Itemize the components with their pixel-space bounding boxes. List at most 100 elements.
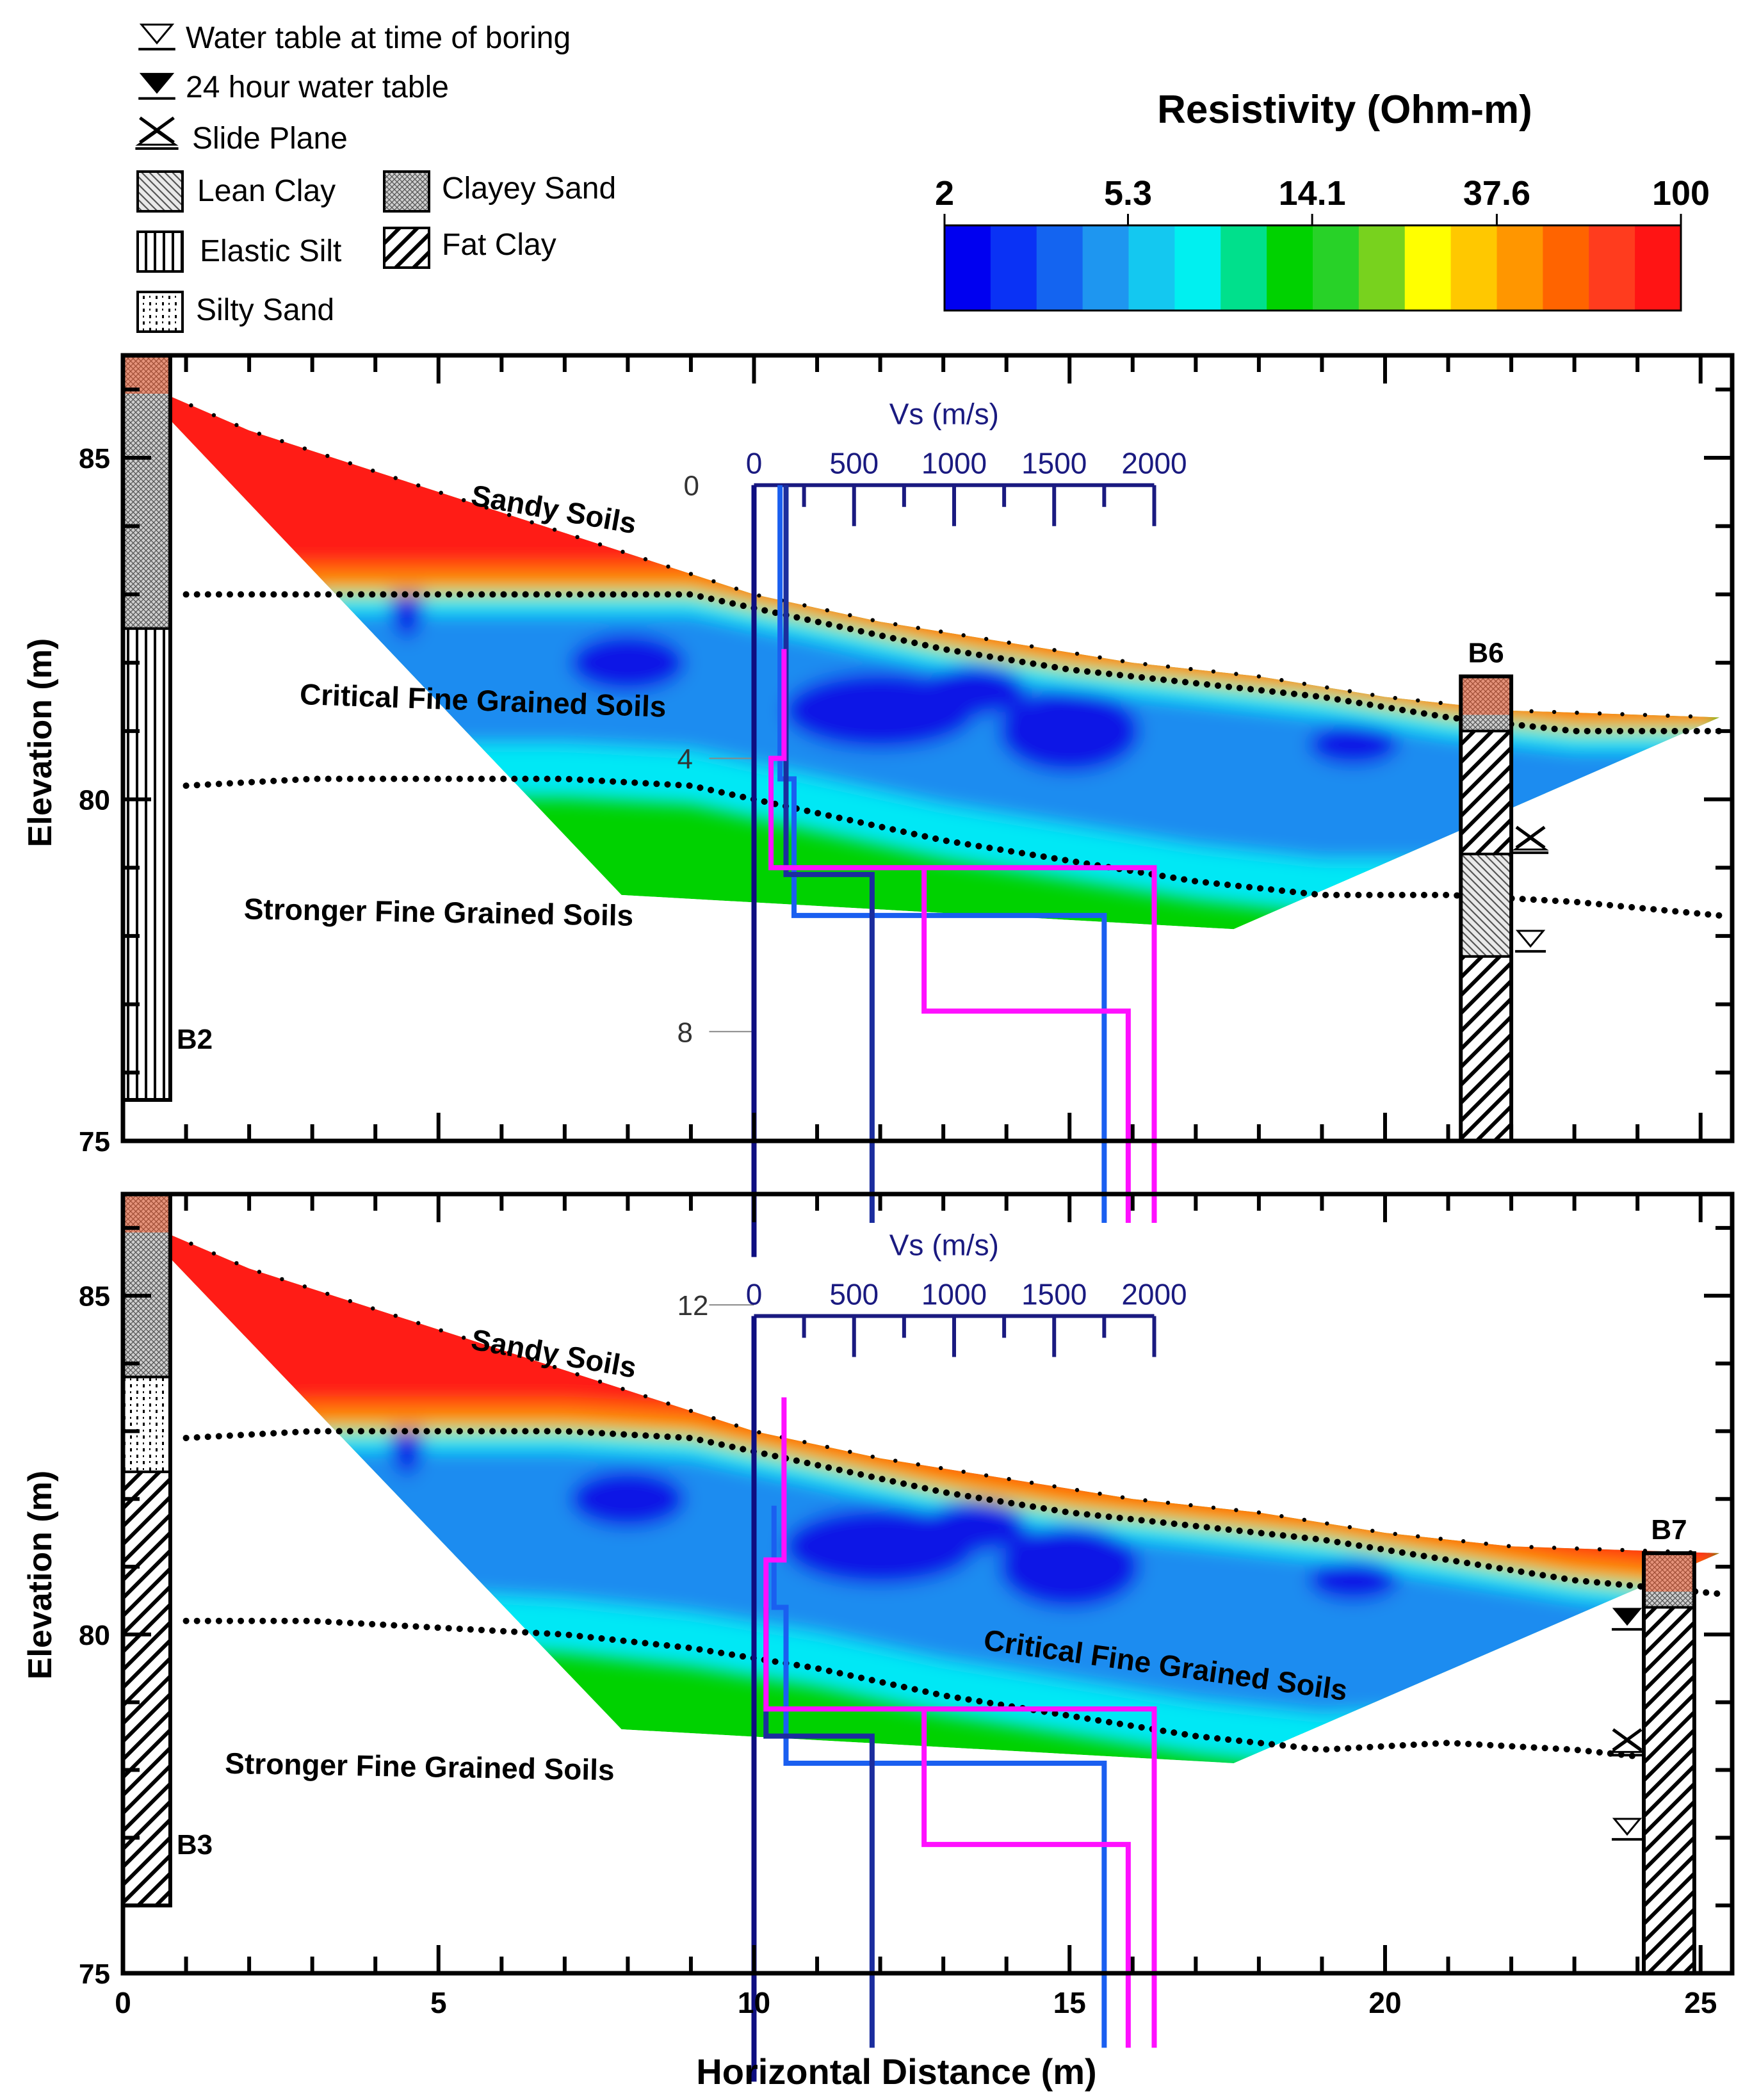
electrode: [1120, 1495, 1125, 1499]
boundary-upper: [182, 1428, 1723, 1597]
low-resistivity-lens: [999, 689, 1140, 773]
electrode: [507, 1350, 512, 1355]
x-tick-label: 15: [1053, 1986, 1086, 2019]
vs-profile: Vs (m/s) 0 500 1000 1500 2000 0 4 8 12: [677, 398, 1187, 1321]
electrode: [620, 1387, 625, 1391]
low-resistivity-lens: [923, 664, 1026, 716]
y-axis-label-bottom: Elevation (m): [22, 1471, 59, 1680]
electrode: [1211, 1505, 1216, 1510]
electrode: [802, 1440, 807, 1444]
electrode: [1007, 1476, 1011, 1482]
electrode: [1393, 695, 1397, 700]
vs-tick-label: 2000: [1121, 447, 1187, 480]
plot-frame: [120, 353, 1735, 1143]
x-tick-label: 5: [430, 1986, 447, 2019]
boring-label: B6: [1468, 637, 1504, 668]
boring-marker-wt-open: [1515, 930, 1546, 953]
electrode: [302, 446, 307, 451]
legend: Water table at time of boring 24 hour wat…: [135, 21, 616, 333]
water-table-24h-symbol: [138, 72, 175, 100]
depth-tick-label: 0: [683, 471, 699, 502]
vs-tick-label: 1500: [1021, 447, 1087, 480]
legend-label-silty-sand: Silty Sand: [196, 293, 334, 327]
electrode: [1256, 674, 1261, 679]
plot-frame: [120, 1191, 1735, 1976]
electrode: [1143, 662, 1148, 666]
legend-label-fat-clay: Fat Clay: [442, 228, 556, 262]
legend-item-lean-clay: Lean Clay: [136, 170, 336, 213]
colorbar-swatch: [1221, 225, 1267, 311]
electrode: [416, 1321, 421, 1325]
boring-layer-lean-clay: [1459, 852, 1513, 958]
electrode: [961, 1469, 966, 1474]
electrode: [1256, 1510, 1261, 1515]
electrode: [1575, 710, 1579, 715]
electrode: [1347, 689, 1352, 693]
electrode: [643, 557, 648, 561]
electrode: [575, 535, 580, 540]
electrode: [1098, 655, 1102, 660]
electrode: [1529, 1545, 1534, 1549]
vs-series-line: [777, 485, 1107, 1224]
electrode: [1302, 681, 1307, 686]
electrode: [597, 542, 603, 547]
electrode: [1302, 1517, 1307, 1522]
colorbar-swatch: [990, 225, 1037, 311]
electrode: [938, 1466, 943, 1471]
electrode: [325, 453, 330, 458]
vs-tick-label: 1000: [921, 447, 987, 480]
electrode: [1052, 1484, 1057, 1489]
electrode: [1211, 669, 1216, 674]
electrode: [280, 1277, 284, 1282]
electrode: [825, 1444, 830, 1450]
colorbar-swatch: [1036, 225, 1083, 311]
colorbar-swatches: [943, 224, 1682, 312]
legend-label-clayey-sand: Clayey Sand: [442, 172, 616, 206]
electrode: [1438, 700, 1443, 706]
electrode: [552, 528, 557, 532]
electrode: [1279, 1514, 1284, 1519]
legend-label-elastic-silt: Elastic Silt: [200, 234, 341, 268]
colorbar-swatch: [1358, 225, 1406, 311]
colorbar-tick-label: 100: [1652, 174, 1710, 213]
electrode: [1597, 711, 1602, 716]
boundary-lower: [182, 775, 1723, 919]
low-resistivity-lens: [570, 634, 686, 692]
electrode: [1552, 1546, 1557, 1550]
legend-item-silty-sand: Silty Sand: [136, 291, 334, 333]
zone-label: Stronger Fine Grained Soils: [243, 892, 633, 932]
colorbar-swatch: [1174, 225, 1221, 311]
electrode: [666, 564, 670, 569]
electrode: [280, 439, 284, 444]
electrode: [916, 626, 920, 630]
lean-clay-swatch: [136, 170, 184, 213]
colorbar-swatch: [1313, 225, 1359, 311]
electrode: [1642, 713, 1648, 717]
electrode: [530, 1357, 534, 1362]
electrode: [325, 1291, 330, 1296]
electrode: [1120, 659, 1125, 663]
electrode: [870, 1454, 875, 1459]
boring-marker-slide: [1609, 1728, 1646, 1757]
band-blue: [186, 613, 1720, 880]
electrode: [257, 1270, 262, 1274]
vs-axis-title: Vs (m/s): [889, 1228, 999, 1261]
depth-tick-label: 12: [677, 1290, 708, 1321]
electrode: [1688, 714, 1693, 719]
low-resistivity-lens: [1308, 724, 1399, 766]
boring-marker-wt-open: [1612, 1818, 1643, 1841]
electrode: [1165, 1500, 1171, 1505]
boring-layer-fat-clay: [1459, 955, 1513, 1142]
electrode: [1575, 1546, 1579, 1551]
slide-plane-symbol: [135, 116, 179, 150]
boring-layer-clayey-sand: [122, 354, 172, 630]
electrode: [416, 483, 421, 488]
electrode: [257, 432, 262, 436]
x-tick-label: 20: [1368, 1986, 1401, 2019]
electrode: [552, 1364, 557, 1369]
x-tick-label: 0: [115, 1986, 131, 2019]
electrode: [1188, 666, 1193, 672]
boring-overlap-tint: [1644, 1553, 1694, 1592]
low-resistivity-lens: [923, 1500, 1026, 1552]
y-tick-label: 85: [79, 443, 110, 474]
